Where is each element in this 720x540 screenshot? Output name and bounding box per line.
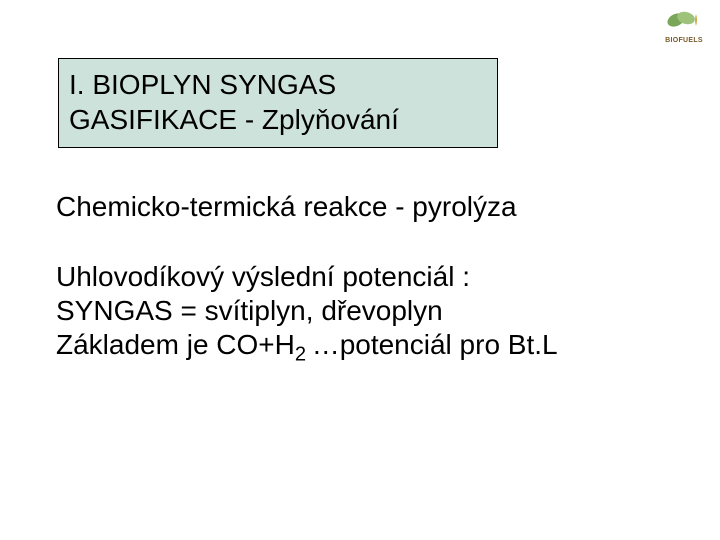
logo-mark-icon <box>662 8 706 36</box>
body-text: Chemicko-termická reakce - pyrolýza Uhlov… <box>56 190 656 363</box>
logo: BIOFUELS <box>662 8 706 44</box>
title-line-2: GASIFIKACE - Zplyňování <box>69 102 487 137</box>
body-line: SYNGAS = svítiplyn, dřevoplyn <box>56 294 656 328</box>
body-line: Chemicko-termická reakce - pyrolýza <box>56 190 656 224</box>
body-line: Základem je CO+H2 …potenciál pro Bt.L <box>56 328 656 362</box>
body-line: Uhlovodíkový výslední potenciál : <box>56 260 656 294</box>
logo-label: BIOFUELS <box>662 37 706 44</box>
body-gap <box>56 224 656 260</box>
title-line-1: I. BIOPLYN SYNGAS <box>69 67 487 102</box>
title-box: I. BIOPLYN SYNGAS GASIFIKACE - Zplyňován… <box>58 58 498 148</box>
